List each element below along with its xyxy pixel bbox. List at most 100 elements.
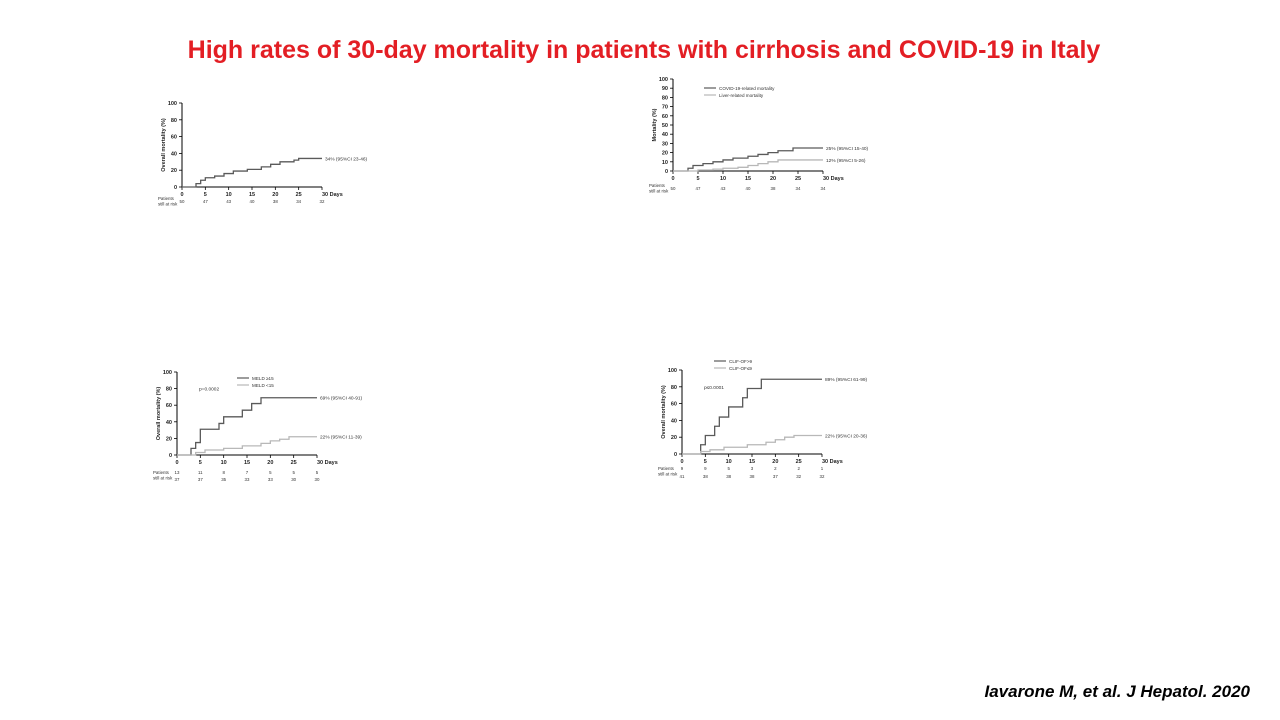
at-risk-value: 47 — [696, 186, 701, 191]
end-value-label: 89% (95%CI 61-99) — [825, 377, 868, 383]
at-risk-header: Patients — [658, 466, 675, 471]
y-tick-label: 40 — [662, 132, 668, 138]
legend-label: Liver-related mortality — [719, 93, 764, 98]
at-risk-value: 5 — [269, 470, 272, 475]
x-tick-label: 25 — [291, 460, 297, 466]
survival-curve-light — [673, 159, 823, 172]
y-tick-label: 80 — [171, 118, 177, 124]
at-risk-value: 50 — [671, 186, 676, 191]
y-tick-label: 100 — [668, 368, 677, 374]
at-risk-value: 32 — [320, 199, 325, 204]
survival-curve-light — [682, 434, 822, 455]
y-tick-label: 60 — [671, 402, 677, 408]
survival-curve-dark — [682, 378, 822, 455]
at-risk-value: 5 — [727, 466, 730, 471]
legend-label: MELD ≥15 — [252, 376, 274, 381]
y-tick-label: 40 — [166, 420, 172, 426]
x-tick-label: 0 — [180, 192, 183, 198]
at-risk-value: 37 — [175, 477, 180, 482]
end-value-label: 34% (95%CI 23-46) — [325, 156, 368, 162]
at-risk-value: 2 — [797, 466, 800, 471]
y-tick-label: 0 — [174, 185, 177, 191]
x-tick-label: 15 — [249, 192, 255, 198]
x-tick-label: 5 — [199, 460, 202, 466]
at-risk-value: 2 — [774, 466, 777, 471]
x-tick-label: 15 — [244, 460, 250, 466]
y-axis-label: Overall mortality (%) — [156, 387, 162, 441]
legend-label: MELD <15 — [252, 383, 274, 388]
at-risk-value: 43 — [721, 186, 726, 191]
x-tick-label: 25 — [795, 176, 801, 182]
at-risk-value: 34 — [821, 186, 826, 191]
x-tick-label: 15 — [745, 176, 751, 182]
at-risk-value: 34 — [796, 186, 801, 191]
y-tick-label: 60 — [166, 403, 172, 409]
x-tick-label: 10 — [720, 176, 726, 182]
at-risk-value: 30 — [291, 477, 296, 482]
y-tick-label: 40 — [671, 418, 677, 424]
y-tick-label: 40 — [171, 151, 177, 157]
y-tick-label: 30 — [662, 141, 668, 147]
at-risk-header: Patients — [649, 183, 666, 188]
x-tick-label: 30 Days — [823, 176, 844, 182]
end-value-label: 69% (95%CI 40-91) — [320, 396, 363, 402]
at-risk-value: 9 — [681, 466, 684, 471]
at-risk-value: 33 — [245, 477, 250, 482]
y-tick-label: 60 — [171, 135, 177, 141]
x-tick-label: 0 — [671, 176, 674, 182]
y-tick-label: 100 — [163, 370, 172, 376]
at-risk-value: 32 — [796, 474, 801, 479]
at-risk-value: 34 — [296, 199, 301, 204]
at-risk-header: Patients — [153, 470, 170, 475]
y-axis-label: Mortality (%) — [652, 108, 658, 141]
at-risk-value: 37 — [198, 477, 203, 482]
at-risk-value: 38 — [726, 474, 731, 479]
at-risk-value: 1 — [821, 466, 824, 471]
at-risk-value: 43 — [226, 199, 231, 204]
y-tick-label: 60 — [662, 114, 668, 120]
y-axis-label: Overall mortality (%) — [161, 118, 167, 172]
at-risk-header: Patients — [158, 196, 175, 201]
at-risk-value: 35 — [221, 477, 226, 482]
at-risk-header: still at risk — [649, 189, 669, 194]
at-risk-value: 5 — [316, 470, 319, 475]
at-risk-value: 32 — [820, 474, 825, 479]
at-risk-value: 50 — [180, 199, 185, 204]
x-tick-label: 5 — [696, 176, 699, 182]
survival-curve-dark — [673, 147, 823, 172]
y-tick-label: 100 — [168, 101, 177, 107]
at-risk-value: 38 — [703, 474, 708, 479]
end-value-label: 12% (95%CI 5-26) — [826, 158, 866, 164]
at-risk-value: 38 — [750, 474, 755, 479]
y-tick-label: 0 — [665, 169, 668, 175]
y-tick-label: 100 — [659, 77, 668, 83]
citation: Iavarone M, et al. J Hepatol. 2020 — [984, 682, 1250, 701]
end-value-label: 22% (95%CI 11-39) — [320, 435, 362, 441]
x-tick-label: 5 — [704, 459, 707, 465]
x-tick-label: 30 Days — [317, 460, 338, 466]
x-tick-label: 20 — [267, 460, 273, 466]
x-tick-label: 0 — [175, 460, 178, 466]
x-tick-label: 10 — [726, 459, 732, 465]
at-risk-value: 9 — [704, 466, 707, 471]
survival-curve-dark — [177, 397, 317, 456]
at-risk-value: 40 — [746, 186, 751, 191]
survival-curve-light — [177, 436, 317, 456]
at-risk-value: 13 — [175, 470, 180, 475]
x-tick-label: 10 — [221, 460, 227, 466]
at-risk-value: 30 — [315, 477, 320, 482]
y-tick-label: 80 — [166, 387, 172, 393]
at-risk-value: 47 — [203, 199, 208, 204]
legend-label: COVID-19-related mortality — [719, 86, 775, 91]
legend-label: CLIF-OF≤9 — [729, 366, 752, 371]
km-chart-covid-vs-liver-mortality: 0 10 20 30 40 50 60 70 80 90 100 0 5 10 15 20 25 30 Days M… — [649, 77, 869, 194]
x-tick-label: 25 — [796, 459, 802, 465]
at-risk-header: still at risk — [658, 472, 678, 477]
at-risk-value: 3 — [751, 466, 754, 471]
x-tick-label: 0 — [680, 459, 683, 465]
at-risk-value: 7 — [246, 470, 249, 475]
x-tick-label: 10 — [226, 192, 232, 198]
end-value-label: 22% (95%CI 20-36) — [825, 434, 868, 440]
legend-label: CLIF-OF>9 — [729, 359, 753, 364]
